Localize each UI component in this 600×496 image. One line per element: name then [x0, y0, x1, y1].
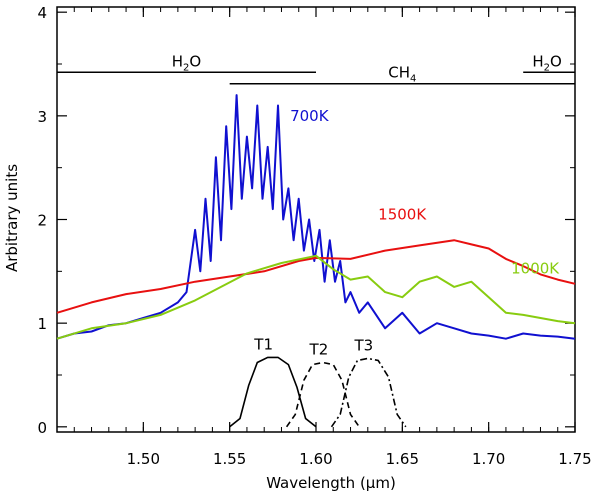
series-line-700K	[56, 94, 576, 340]
band-label-1: CH4	[388, 64, 416, 85]
x-tick-label: 1.50	[127, 450, 160, 468]
axes: 1.50 1.55 1.60 1.65 1.70 1.75 0 1 2 3 4	[37, 4, 591, 468]
series-line-1500K	[56, 239, 576, 314]
filter-curve-T2	[285, 361, 360, 428]
filter-curves: T1 T2 T3	[229, 335, 407, 428]
filter-label-T2: T2	[309, 341, 329, 359]
band-label-2: H2O	[532, 52, 561, 73]
y-axis-label: Arbitrary units	[3, 164, 21, 272]
filter-label-T3: T3	[353, 336, 373, 354]
filter-curve-T1	[229, 356, 317, 428]
x-tick-label: 1.65	[386, 450, 419, 468]
y-tick-label: 3	[37, 108, 47, 126]
x-tick-label: 1.60	[299, 450, 332, 468]
x-tick-label: 1.75	[558, 450, 591, 468]
plot-frame	[56, 6, 576, 433]
x-tick-label: 1.70	[472, 450, 505, 468]
series-label-1500K: 1500K	[378, 206, 427, 224]
series-label-700K: 700K	[290, 107, 330, 125]
x-axis-label: Wavelength (µm)	[266, 474, 396, 492]
x-tick-label: 1.55	[213, 450, 246, 468]
spectra-series: 700K 1500K 1000K	[56, 94, 576, 340]
filter-label-T1: T1	[253, 335, 273, 353]
series-label-1000K: 1000K	[511, 259, 560, 277]
y-tick-label: 2	[37, 212, 47, 230]
series-line-1000K	[56, 254, 576, 340]
y-tick-label: 0	[37, 419, 47, 437]
band-label-0: H2O	[172, 52, 201, 73]
y-tick-label: 4	[37, 4, 47, 22]
y-tick-label: 1	[37, 315, 47, 333]
filter-curve-T3	[330, 357, 407, 428]
absorption-bands: H2O CH4 H2O	[57, 52, 575, 85]
